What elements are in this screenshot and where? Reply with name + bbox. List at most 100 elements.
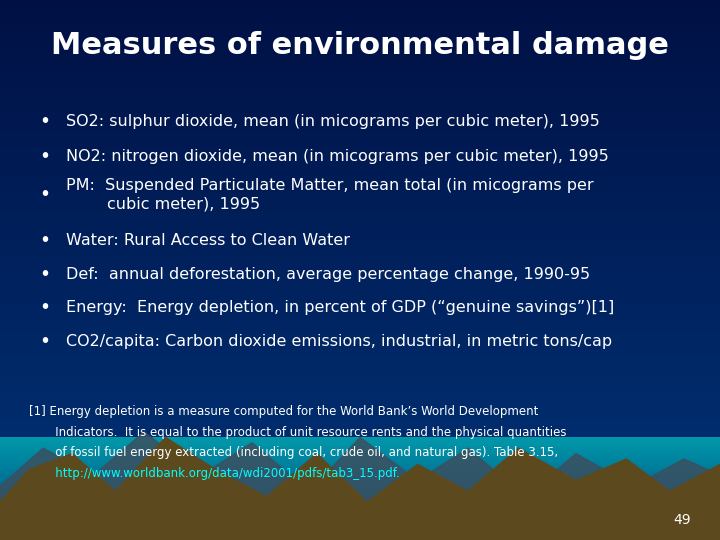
Bar	[0, 289, 720, 292]
Text: •: •	[40, 298, 50, 318]
Bar	[0, 437, 720, 440]
Bar	[0, 490, 720, 492]
Text: of fossil fuel energy extracted (including coal, crude oil, and natural gas). Ta: of fossil fuel energy extracted (includi…	[29, 446, 558, 459]
Bar	[0, 400, 720, 402]
Bar	[0, 529, 720, 532]
Text: SO2: sulphur dioxide, mean (in micograms per cubic meter), 1995: SO2: sulphur dioxide, mean (in micograms…	[66, 114, 600, 129]
Bar	[0, 119, 720, 122]
Bar	[0, 456, 720, 458]
Bar	[0, 262, 720, 265]
Bar	[0, 443, 720, 445]
Bar	[0, 329, 720, 332]
Bar	[0, 265, 720, 267]
Bar	[0, 481, 720, 483]
Bar	[0, 259, 720, 262]
Bar	[0, 494, 720, 496]
Text: Water: Rural Access to Clean Water: Water: Rural Access to Clean Water	[66, 233, 350, 248]
Bar	[0, 532, 720, 535]
Bar	[0, 518, 720, 521]
Bar	[0, 176, 720, 178]
Bar	[0, 500, 720, 502]
Bar	[0, 373, 720, 375]
Bar	[0, 477, 720, 479]
Bar	[0, 513, 720, 516]
Bar	[0, 308, 720, 310]
Bar	[0, 154, 720, 157]
Bar	[0, 292, 720, 294]
Bar	[0, 378, 720, 381]
Bar	[0, 46, 720, 49]
Bar	[0, 485, 720, 487]
Bar	[0, 14, 720, 16]
Bar	[0, 440, 720, 441]
Bar	[0, 49, 720, 51]
Bar	[0, 310, 720, 313]
Bar	[0, 500, 720, 502]
Bar	[0, 475, 720, 477]
Bar	[0, 68, 720, 70]
Bar	[0, 208, 720, 211]
Bar	[0, 478, 720, 481]
Bar	[0, 494, 720, 497]
Bar	[0, 362, 720, 364]
Bar	[0, 502, 720, 503]
Bar	[0, 186, 720, 189]
Bar	[0, 3, 720, 5]
Bar	[0, 240, 720, 243]
Bar	[0, 256, 720, 259]
Bar	[0, 488, 720, 490]
Bar	[0, 465, 720, 468]
Bar	[0, 22, 720, 24]
Bar	[0, 338, 720, 340]
Text: •: •	[40, 231, 50, 250]
Bar	[0, 100, 720, 103]
Bar	[0, 111, 720, 113]
Bar	[0, 335, 720, 338]
Bar	[0, 496, 720, 498]
Bar	[0, 230, 720, 232]
Bar	[0, 192, 720, 194]
Bar	[0, 254, 720, 256]
Text: •: •	[40, 185, 50, 204]
Bar	[0, 432, 720, 435]
Bar	[0, 451, 720, 454]
Bar	[0, 456, 720, 459]
Bar	[0, 219, 720, 221]
Bar	[0, 408, 720, 410]
Bar	[0, 113, 720, 116]
Bar	[0, 127, 720, 130]
Bar	[0, 103, 720, 105]
Bar	[0, 508, 720, 509]
Bar	[0, 509, 720, 511]
Bar	[0, 146, 720, 148]
Bar	[0, 138, 720, 140]
Bar	[0, 24, 720, 27]
Bar	[0, 472, 720, 475]
Bar	[0, 516, 720, 518]
Bar	[0, 483, 720, 485]
Text: Def:  annual deforestation, average percentage change, 1990-95: Def: annual deforestation, average perce…	[66, 267, 590, 282]
Bar	[0, 221, 720, 224]
Bar	[0, 475, 720, 478]
Text: CO2/capita: Carbon dioxide emissions, industrial, in metric tons/cap: CO2/capita: Carbon dioxide emissions, in…	[66, 334, 613, 349]
Bar	[0, 498, 720, 500]
Bar	[0, 170, 720, 173]
Bar	[0, 370, 720, 373]
Bar	[0, 275, 720, 278]
Bar	[0, 454, 720, 456]
Bar	[0, 76, 720, 78]
Bar	[0, 389, 720, 392]
Bar	[0, 5, 720, 8]
Text: •: •	[40, 147, 50, 166]
Bar	[0, 57, 720, 59]
Bar	[0, 189, 720, 192]
Bar	[0, 19, 720, 22]
Bar	[0, 383, 720, 386]
Bar	[0, 213, 720, 216]
Bar	[0, 321, 720, 324]
Bar	[0, 459, 720, 462]
Bar	[0, 481, 720, 483]
Bar	[0, 324, 720, 327]
Text: Indicators.  It is equal to the product of unit resource rents and the physical : Indicators. It is equal to the product o…	[29, 426, 567, 438]
Bar	[0, 418, 720, 421]
